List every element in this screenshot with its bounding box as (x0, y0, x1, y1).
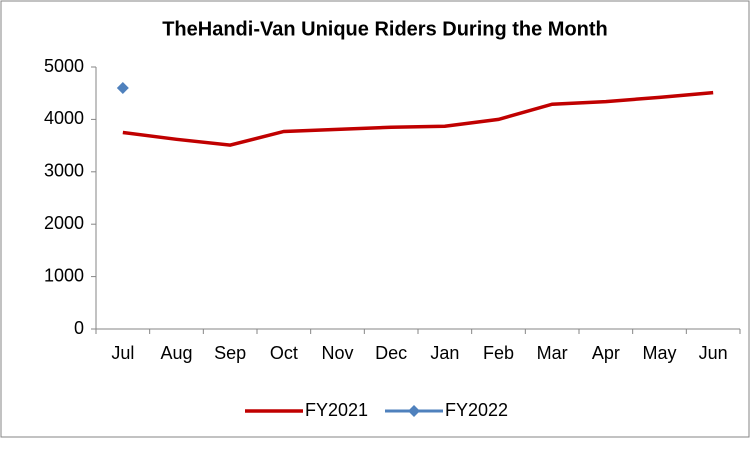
x-tick-label: Mar (537, 343, 568, 363)
chart-title: TheHandi-Van Unique Riders During the Mo… (162, 18, 608, 40)
x-tick-label: Jun (699, 343, 728, 363)
x-tick-label: Jul (111, 343, 134, 363)
x-tick-label: Dec (375, 343, 407, 363)
y-tick-label: 1000 (44, 265, 84, 285)
x-tick-label: Nov (321, 343, 353, 363)
x-tick-label: Feb (483, 343, 514, 363)
y-tick-label: 5000 (44, 56, 84, 76)
x-tick-label: Oct (270, 343, 298, 363)
y-tick-label: 0 (74, 318, 84, 338)
x-tick-label: Aug (160, 343, 192, 363)
chart-border (0, 0, 750, 438)
x-tick-label: Sep (214, 343, 246, 363)
x-tick-label: Jan (430, 343, 459, 363)
legend-label: FY2022 (445, 400, 508, 420)
x-tick-label: May (642, 343, 676, 363)
y-tick-label: 2000 (44, 213, 84, 233)
point (116, 81, 129, 94)
legend-label: FY2021 (305, 400, 368, 420)
x-tick-label: Apr (592, 343, 620, 363)
y-tick-label: 4000 (44, 108, 84, 128)
legend-marker (408, 405, 420, 417)
y-tick-label: 3000 (44, 161, 84, 181)
line-series (122, 90, 714, 147)
